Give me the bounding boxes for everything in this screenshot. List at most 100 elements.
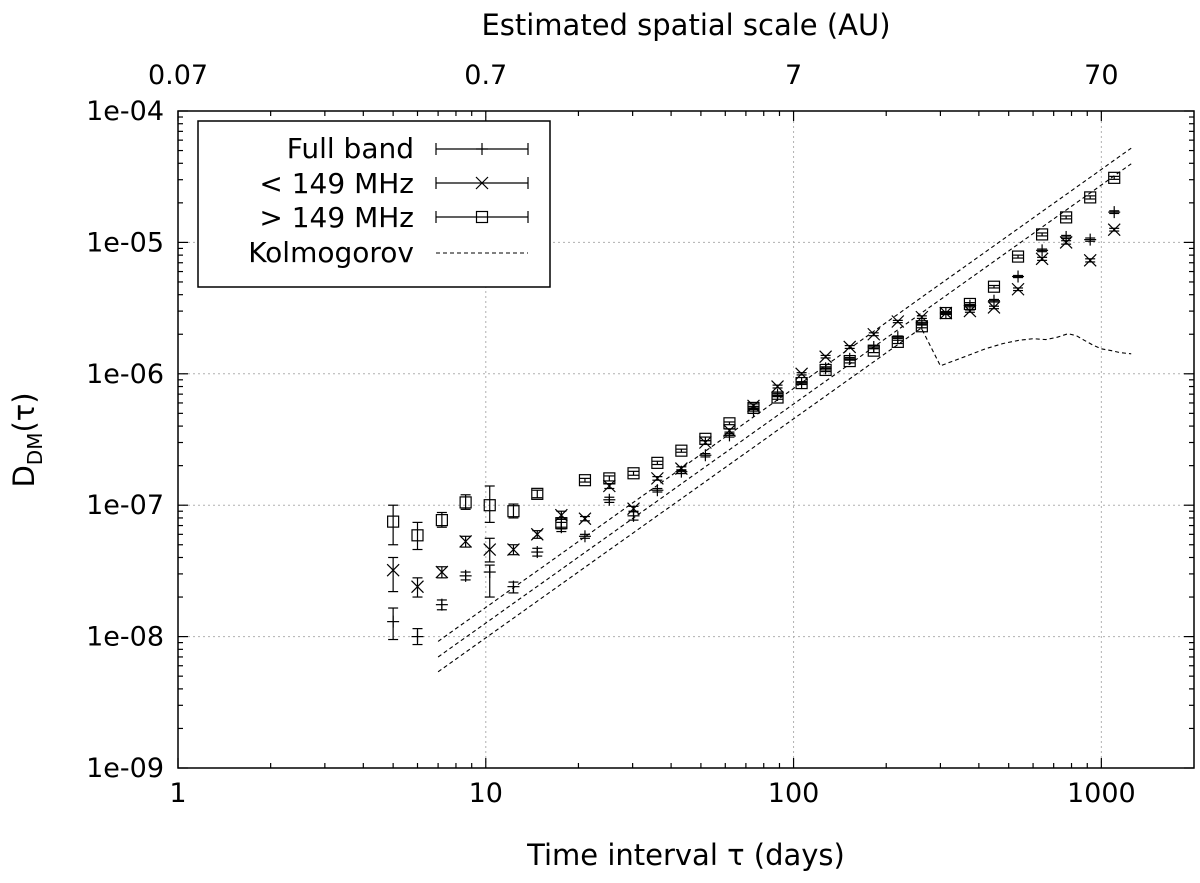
y-axis-title-sub: DM <box>23 433 47 466</box>
axis-ticks: 1 10 100 1000 0.07 0.7 7 70 1e-09 1e-08 1e-07 1e-06… <box>86 60 1194 809</box>
x-tick-label: 1000 <box>1067 778 1136 809</box>
point-marker <box>891 335 904 348</box>
legend-label-full-band: Full band <box>287 132 414 165</box>
legend-sample-1 <box>435 143 529 155</box>
point-marker <box>435 514 448 527</box>
data-point <box>578 474 592 487</box>
square-box <box>387 515 400 528</box>
point-marker <box>1108 206 1121 219</box>
square-box <box>987 280 1001 293</box>
data-point <box>843 354 856 368</box>
data-point <box>891 335 904 348</box>
point-marker <box>554 508 568 522</box>
point-marker <box>603 472 616 485</box>
point-marker <box>867 344 880 357</box>
point-marker <box>1060 211 1073 224</box>
point-marker <box>411 529 424 542</box>
cross-b <box>698 436 712 449</box>
point-marker <box>963 304 977 318</box>
cross-b <box>435 565 449 579</box>
square-box <box>1011 250 1025 263</box>
point-marker <box>819 350 833 364</box>
data-point <box>987 280 1001 293</box>
point-marker <box>771 380 784 393</box>
point-marker <box>531 546 544 559</box>
square-box <box>475 210 489 224</box>
data-point <box>651 456 664 469</box>
data-point <box>578 512 592 526</box>
data-point <box>1035 228 1049 241</box>
square-box <box>795 376 808 390</box>
legend-samples <box>435 143 529 254</box>
cross-b <box>1011 282 1025 296</box>
data-point <box>987 294 1000 307</box>
y-tick-label: 1e-07 <box>86 490 164 521</box>
point-marker <box>651 456 664 469</box>
data-point <box>987 300 1001 314</box>
point-marker <box>699 449 712 462</box>
kolmogorov-lines <box>437 147 1132 673</box>
point-marker <box>459 535 473 548</box>
cross-b <box>411 580 424 594</box>
legend-marker <box>475 176 489 190</box>
data-point <box>483 537 497 563</box>
data-point <box>435 598 448 611</box>
point-marker <box>963 297 977 311</box>
square-box <box>1060 211 1073 224</box>
point-marker <box>1108 171 1121 184</box>
point-marker <box>651 484 664 497</box>
point-marker <box>674 462 688 475</box>
y-tick-label: 1e-06 <box>86 359 164 390</box>
cross-b <box>1083 253 1097 267</box>
cross-b <box>483 543 497 556</box>
point-marker <box>1059 235 1073 249</box>
point-marker <box>1012 270 1025 283</box>
cross-b <box>674 462 688 475</box>
data-point <box>1084 191 1097 204</box>
data-point <box>507 580 520 594</box>
square-box <box>747 401 760 415</box>
data-point <box>555 517 568 530</box>
data-point <box>1083 253 1097 267</box>
point-marker <box>483 499 496 512</box>
x2-tick-label: 70 <box>1084 60 1118 91</box>
point-marker <box>939 306 952 320</box>
data-point <box>602 479 616 493</box>
data-point <box>843 340 857 354</box>
data-point <box>1060 211 1073 224</box>
point-marker <box>675 444 688 457</box>
point-marker <box>987 294 1000 307</box>
kolmogorov-line-2 <box>437 163 1132 658</box>
x-axis-title: Time interval τ (days) <box>526 838 845 872</box>
cross-b <box>507 543 520 556</box>
point-marker <box>867 327 881 341</box>
point-marker <box>531 487 544 500</box>
data-point <box>867 344 880 357</box>
kolmogorov-line-1 <box>437 147 1132 642</box>
data-point <box>723 424 736 437</box>
point-marker <box>699 432 712 445</box>
point-marker <box>650 471 664 485</box>
grid-lines <box>178 111 1194 768</box>
x-tick-label: 100 <box>768 778 820 809</box>
cross-b <box>627 502 640 516</box>
square-box <box>531 487 544 500</box>
point-marker <box>555 517 568 530</box>
legend-label-above-149: > 149 MHz <box>259 201 414 234</box>
data-point <box>771 391 784 404</box>
square-box <box>915 320 928 333</box>
legend-label-below-149: < 149 MHz <box>259 167 414 200</box>
data-point <box>795 376 808 390</box>
legend-sample-3 <box>435 210 529 224</box>
point-marker <box>435 598 448 611</box>
data-point <box>939 306 952 320</box>
data-point <box>554 508 568 522</box>
data-point <box>1011 282 1025 296</box>
square-box <box>1035 228 1049 241</box>
data-point <box>507 503 520 519</box>
cross-b <box>386 563 400 577</box>
cross-b <box>1059 235 1073 249</box>
data-point <box>1084 233 1097 246</box>
point-marker <box>843 340 857 354</box>
